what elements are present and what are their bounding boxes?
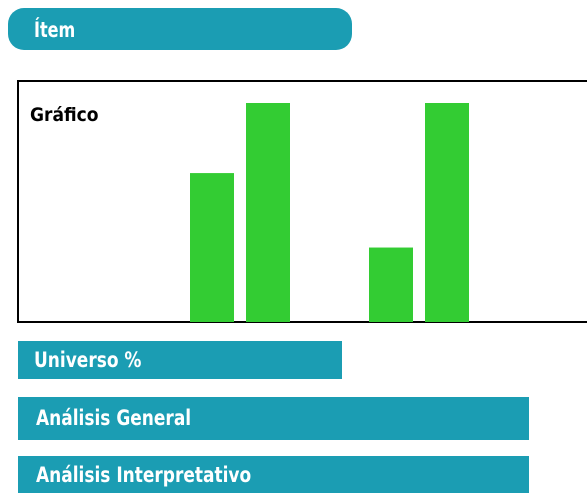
header-bar	[8, 8, 352, 50]
bar	[369, 247, 413, 322]
section-bar	[18, 456, 529, 493]
header-title: Ítem	[34, 18, 75, 43]
section-label: Análisis Interpretativo	[36, 462, 251, 487]
chart-frame	[17, 80, 587, 323]
section-label: Universo %	[34, 347, 141, 372]
bar	[425, 103, 469, 322]
bar	[246, 103, 290, 322]
chart-title: Gráfico	[30, 104, 99, 126]
bar	[190, 173, 234, 322]
section-bar	[18, 397, 529, 440]
section-bar	[18, 341, 342, 379]
section-label: Análisis General	[36, 405, 191, 430]
